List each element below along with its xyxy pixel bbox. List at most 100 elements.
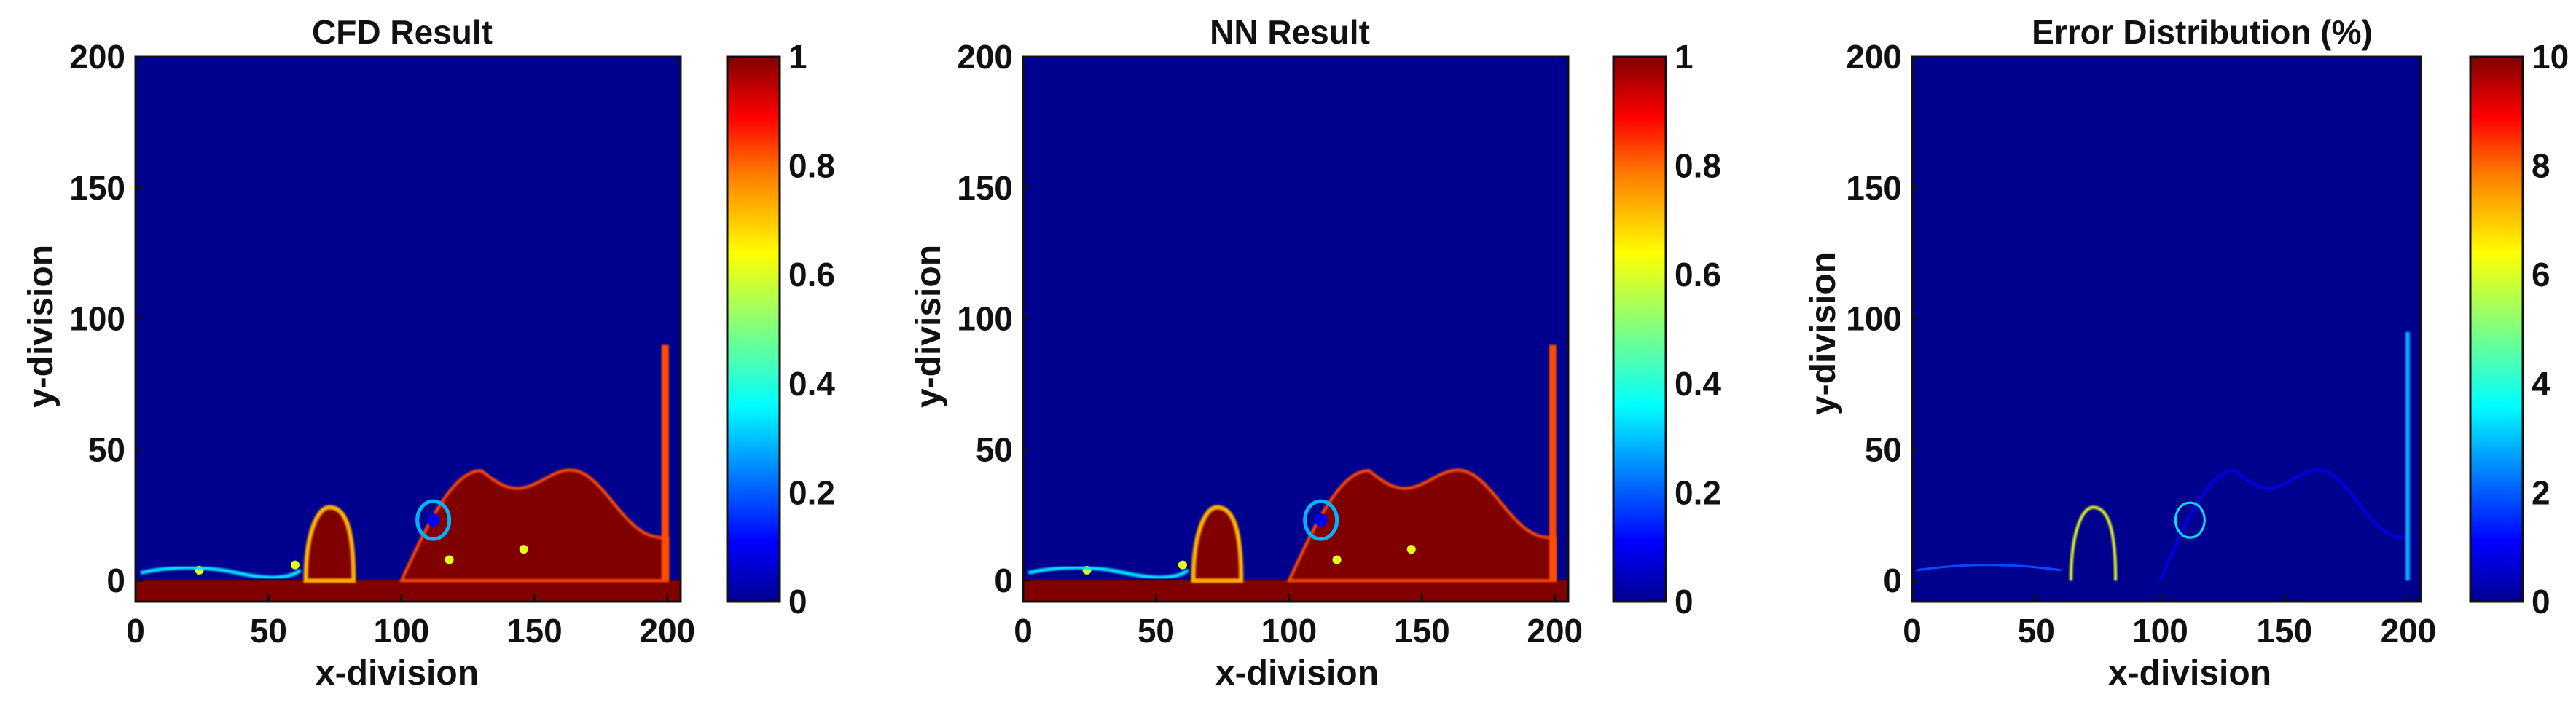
- y-ticks: 0 50 100 150 200: [957, 38, 1013, 599]
- plot-frame: [1911, 55, 2422, 603]
- colorbar-tick-label: 0.2: [1675, 473, 1721, 511]
- x-tick-label: 150: [2256, 612, 2312, 650]
- x-axis-label: x-division: [2108, 654, 2271, 693]
- y-axis-label: y-division: [1804, 252, 1843, 415]
- error-ripple: [1917, 564, 2062, 572]
- x-tick-label: 100: [1261, 612, 1318, 650]
- colorbar-tick-label: 0.2: [788, 473, 835, 511]
- panel-nn: NN Result x-division y-division 0 50 100…: [909, 13, 1721, 693]
- error-wall: [2405, 331, 2410, 581]
- x-ticks: 0 50 100 150 200: [126, 612, 695, 650]
- interface-band: [303, 505, 356, 583]
- y-tick-label: 200: [1846, 38, 1902, 76]
- droplet: [1178, 560, 1187, 570]
- eddy-ring: [415, 499, 452, 541]
- heatmap-background: [1912, 57, 2421, 602]
- colorbar-tick-label: 2: [2532, 473, 2550, 511]
- droplet: [1332, 555, 1342, 564]
- x-ticks: 0 50 100 150 200: [1014, 612, 1583, 650]
- colorbar: [1612, 55, 1667, 603]
- y-tick-label: 50: [976, 430, 1013, 468]
- wall-splash: [661, 344, 669, 581]
- colorbar-tick-label: 1: [1675, 38, 1694, 76]
- y-tick-label: 0: [106, 562, 125, 599]
- x-tick-label: 200: [2381, 612, 2437, 650]
- plot-area: [134, 55, 682, 603]
- x-tick-label: 50: [2018, 612, 2055, 650]
- colorbar-tick-label: 0: [788, 583, 807, 621]
- colorbar-tick-label: 0.8: [788, 147, 835, 185]
- heatmap-field: [1023, 57, 1568, 602]
- x-axis-label: x-division: [1215, 654, 1379, 693]
- y-tick-label: 150: [957, 169, 1013, 207]
- x-tick-label: 100: [374, 612, 430, 650]
- droplet: [519, 545, 528, 554]
- x-tick-label: 150: [1394, 612, 1450, 650]
- interface-band: [399, 468, 669, 583]
- y-tick-label: 100: [69, 300, 125, 338]
- panel-title: NN Result: [1210, 13, 1370, 51]
- surface-ripple: [1027, 565, 1189, 580]
- plot-frame: [134, 55, 682, 603]
- error-eddy: [2174, 501, 2206, 539]
- x-tick-label: 200: [1527, 612, 1583, 650]
- colorbar-tick-label: 10: [2532, 38, 2569, 76]
- colorbar-tick-label: 1: [788, 38, 807, 76]
- colorbar-tick-label: 6: [2532, 256, 2550, 294]
- colorbar-tick-label: 0.4: [1675, 365, 1721, 403]
- error-column: [2069, 505, 2118, 581]
- colorbar-tick-label: 0: [1675, 583, 1694, 621]
- water-pool: [1023, 580, 1568, 602]
- colorbar-tick-label: 8: [2532, 147, 2550, 185]
- water-pool: [136, 580, 681, 602]
- y-tick-label: 200: [69, 38, 125, 76]
- panel-title: Error Distribution (%): [2032, 13, 2373, 51]
- y-tick-label: 100: [1846, 300, 1902, 338]
- panel-cfd: CFD Result x-division y-division 0 50 10…: [22, 13, 835, 693]
- colorbar-tick-label: 4: [2532, 365, 2550, 403]
- x-tick-label: 0: [1903, 612, 1922, 650]
- droplet: [290, 560, 300, 570]
- plot-area: [1911, 55, 2422, 603]
- x-tick-label: 0: [1014, 612, 1033, 650]
- y-tick-label: 0: [994, 562, 1013, 599]
- x-tick-label: 100: [2132, 612, 2188, 650]
- y-tick-label: 50: [88, 430, 125, 468]
- colorbar-tick-label: 0.6: [788, 256, 835, 294]
- water-mound: [401, 470, 668, 581]
- interface-band: [1286, 468, 1557, 583]
- x-tick-label: 200: [639, 612, 695, 650]
- y-tick-label: 150: [1846, 169, 1902, 207]
- y-axis-label: y-division: [22, 245, 60, 408]
- surface-ripple: [140, 565, 302, 580]
- interface-band: [1191, 505, 1244, 583]
- water-column: [305, 507, 354, 581]
- plot-frame: [1022, 55, 1570, 603]
- droplet: [1406, 545, 1416, 554]
- error-interface: [2159, 468, 2408, 581]
- colorbar: [726, 55, 781, 603]
- heatmap-field: [1912, 57, 2421, 602]
- y-tick-label: 200: [957, 38, 1013, 76]
- water-mound: [1288, 470, 1555, 581]
- x-tick-label: 50: [1138, 612, 1175, 650]
- plot-area: [1022, 55, 1570, 603]
- x-axis-label: x-division: [316, 654, 479, 693]
- droplet: [445, 555, 454, 564]
- y-ticks: 0 50 100 150 200: [69, 38, 125, 599]
- colorbar-tick-label: 0.8: [1675, 147, 1721, 185]
- colorbar: [2469, 55, 2524, 603]
- x-ticks: 0 50 100 150 200: [1903, 612, 2436, 650]
- y-axis-label: y-division: [909, 245, 948, 408]
- wall-splash: [1549, 344, 1557, 581]
- y-tick-label: 0: [1883, 562, 1902, 599]
- y-tick-label: 100: [957, 300, 1013, 338]
- water-column: [1193, 507, 1242, 581]
- eddy-core: [426, 513, 440, 527]
- colorbar-tick-label: 0: [2532, 583, 2550, 621]
- colorbar-tick-label: 0.4: [788, 365, 835, 403]
- panel-title: CFD Result: [312, 13, 493, 51]
- colorbar-tick-label: 0.6: [1675, 256, 1721, 294]
- x-tick-label: 0: [126, 612, 145, 650]
- eddy-core: [1314, 513, 1328, 527]
